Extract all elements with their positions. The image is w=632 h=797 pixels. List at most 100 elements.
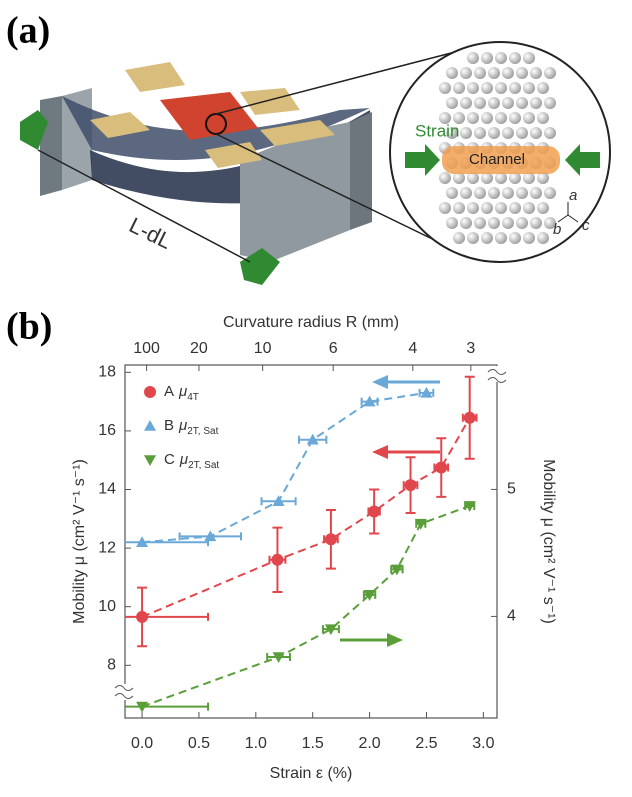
- atom: [495, 112, 507, 124]
- y2-axis-label: Mobility μ (cm² V⁻¹ s⁻¹): [540, 459, 557, 624]
- atom: [481, 52, 493, 64]
- marker: [464, 412, 476, 424]
- x-tick-label: 3.0: [472, 735, 494, 752]
- x-axis-label: Strain ε (%): [270, 765, 353, 782]
- atom: [439, 172, 451, 184]
- atom: [481, 202, 493, 214]
- atom: [488, 127, 500, 139]
- atom: [495, 202, 507, 214]
- left-support: [40, 96, 62, 196]
- marker: [368, 505, 380, 517]
- atom: [516, 187, 528, 199]
- marker: [136, 611, 148, 623]
- atom: [439, 202, 451, 214]
- legend-entry: Cμ2T, Sat: [164, 451, 219, 471]
- data-area: [76, 377, 476, 711]
- atom: [474, 217, 486, 229]
- x2-tick-label: 6: [329, 340, 338, 357]
- atom: [495, 232, 507, 244]
- atom: [467, 52, 479, 64]
- atom: [453, 202, 465, 214]
- atom: [474, 97, 486, 109]
- atom: [537, 232, 549, 244]
- atom: [474, 67, 486, 79]
- legend-subscript: 2T, Sat: [188, 460, 219, 471]
- legend-symbol: μ: [178, 417, 187, 434]
- atom: [544, 127, 556, 139]
- atom: [446, 97, 458, 109]
- atom: [446, 217, 458, 229]
- marker: [435, 462, 447, 474]
- atom: [488, 187, 500, 199]
- x2-axis-label: Curvature radius R (mm): [223, 314, 399, 331]
- y2-tick-label: 4: [507, 608, 516, 625]
- atom: [502, 97, 514, 109]
- atom: [460, 67, 472, 79]
- x2-tick-label: 4: [408, 340, 417, 357]
- legend-entry: Aμ4T: [164, 383, 199, 403]
- atom: [467, 232, 479, 244]
- atom: [481, 112, 493, 124]
- atom: [537, 82, 549, 94]
- y-axis-label: Mobility μ (cm² V⁻¹ s⁻¹): [71, 459, 88, 624]
- x-tick-label: 2.0: [358, 735, 380, 752]
- atom: [460, 127, 472, 139]
- atom: [502, 67, 514, 79]
- contact-pad: [240, 88, 300, 115]
- atom: [467, 112, 479, 124]
- atom: [516, 127, 528, 139]
- atom: [509, 232, 521, 244]
- atom: [530, 217, 542, 229]
- atom: [509, 82, 521, 94]
- y-tick-label: 18: [98, 364, 116, 381]
- atom: [509, 202, 521, 214]
- atom: [495, 82, 507, 94]
- atom: [474, 187, 486, 199]
- channel-label: Channel: [469, 151, 525, 168]
- y2-tick-label: 5: [507, 481, 516, 498]
- atom: [488, 67, 500, 79]
- atom: [495, 52, 507, 64]
- x-tick-label: 1.5: [302, 735, 324, 752]
- atom: [460, 97, 472, 109]
- atom: [481, 82, 493, 94]
- legend-name: C: [164, 451, 175, 468]
- right-support-side: [350, 112, 372, 230]
- atom: [467, 82, 479, 94]
- y-tick-label: 10: [98, 598, 116, 615]
- atom: [502, 217, 514, 229]
- atom: [467, 202, 479, 214]
- atom: [474, 127, 486, 139]
- panel-label: (b): [6, 306, 52, 348]
- atom: [488, 97, 500, 109]
- atom: [446, 67, 458, 79]
- atom: [523, 82, 535, 94]
- atom: [530, 97, 542, 109]
- marker: [405, 479, 417, 491]
- legend-entry: Bμ2T, Sat: [164, 417, 219, 437]
- atom: [439, 82, 451, 94]
- atom: [530, 127, 542, 139]
- figure: (a) L-dL Channel Strain a b c (b): [0, 0, 632, 792]
- x2-tick-label: 20: [190, 340, 208, 357]
- atom: [530, 187, 542, 199]
- marker: [144, 455, 156, 466]
- atom: [523, 202, 535, 214]
- x-tick-label: 2.5: [415, 735, 437, 752]
- atom: [544, 187, 556, 199]
- panel-label: (a): [6, 10, 50, 52]
- atom: [523, 112, 535, 124]
- contact-pad: [125, 62, 185, 92]
- x2-tick-label: 100: [133, 340, 160, 357]
- axis-b: b: [553, 221, 561, 238]
- y-tick-label: 8: [107, 656, 116, 673]
- annotation-arrows: [340, 375, 440, 647]
- atom: [523, 52, 535, 64]
- atom: [516, 217, 528, 229]
- legend-subscript: 4T: [187, 392, 199, 403]
- arrow-head: [387, 633, 403, 647]
- arrow-head: [372, 445, 388, 459]
- marker: [271, 554, 283, 566]
- marker: [144, 386, 156, 398]
